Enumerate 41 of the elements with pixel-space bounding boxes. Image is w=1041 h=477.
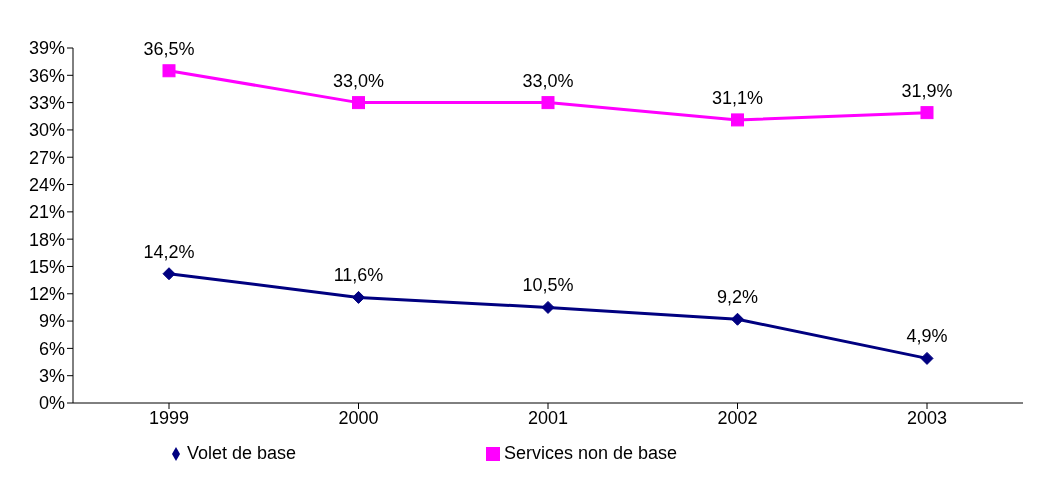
x-tick-label: 2003 <box>906 407 948 428</box>
data-label: 33,0% <box>522 70 574 91</box>
y-tick-label: 33% <box>28 93 65 114</box>
point <box>162 64 176 78</box>
data-label: 4,9% <box>906 326 948 347</box>
y-tick-label: 18% <box>28 229 65 250</box>
y-tick-label: 39% <box>28 38 65 59</box>
legend-label: Volet de base <box>186 443 296 463</box>
data-label: 9,2% <box>716 287 759 308</box>
y-tick-label: 24% <box>28 174 65 195</box>
x-tick-label: 2001 <box>527 407 569 428</box>
data-label: 10,5% <box>522 275 574 296</box>
point <box>352 96 365 110</box>
y-tick-label: 3% <box>38 366 65 387</box>
data-label: 31,1% <box>711 87 764 108</box>
point <box>162 267 176 281</box>
point <box>352 290 365 304</box>
data-label: 31,9% <box>901 80 953 101</box>
point <box>541 300 555 314</box>
y-tick-label: 0% <box>38 393 65 414</box>
x-tick-label: 1999 <box>148 407 190 428</box>
data-label: 11,6% <box>333 265 384 286</box>
x-tick-label: 2002 <box>717 407 758 428</box>
y-tick-label: 12% <box>28 284 65 305</box>
y-tick-label: 15% <box>28 256 65 277</box>
y-tick-label: 9% <box>38 311 65 332</box>
y-tick-label: 6% <box>38 338 65 359</box>
x-tick-label: 2000 <box>338 407 379 428</box>
legend-label: Services non de base <box>503 443 678 463</box>
point <box>541 96 555 110</box>
data-label: 14,2% <box>143 241 195 262</box>
data-label: 36,5% <box>143 38 195 59</box>
y-tick-label: 36% <box>28 65 65 86</box>
point <box>920 351 934 365</box>
y-tick-label: 21% <box>28 202 65 223</box>
y-tick-label: 27% <box>28 147 65 168</box>
point <box>731 312 744 326</box>
point <box>731 113 744 127</box>
y-tick-label: 30% <box>28 120 65 141</box>
data-label: 33,0% <box>332 70 385 91</box>
point <box>920 106 934 120</box>
